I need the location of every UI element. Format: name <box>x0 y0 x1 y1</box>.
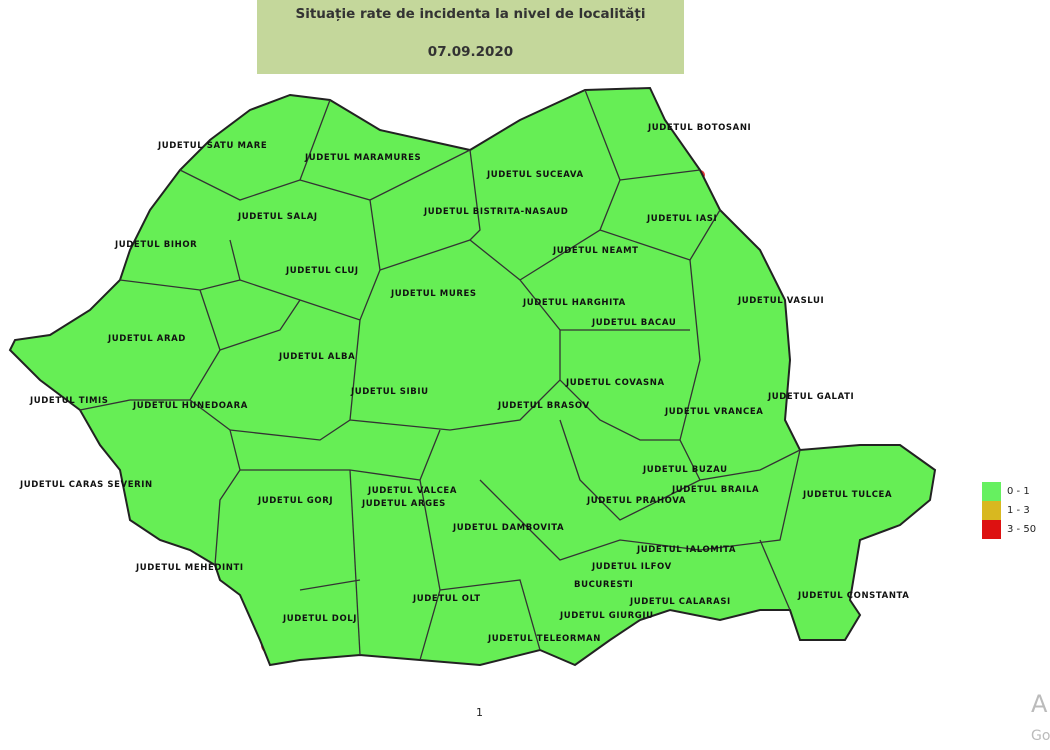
legend-swatch <box>982 482 1001 501</box>
county-label: JUDETUL VASLUI <box>738 296 825 306</box>
legend-item: 0 - 1 <box>982 482 1036 501</box>
county-label: JUDETUL VRANCEA <box>665 407 764 417</box>
legend-item: 1 - 3 <box>982 501 1036 520</box>
legend-item: 3 - 50 <box>982 520 1036 539</box>
watermark-line1: A <box>1031 690 1048 718</box>
county-label: JUDETUL BRASOV <box>498 401 590 411</box>
county-label: JUDETUL TIMIS <box>30 396 109 406</box>
county-label: JUDETUL TULCEA <box>803 490 893 500</box>
county-label: JUDETUL IASI <box>647 214 718 224</box>
country-outline <box>8 86 937 667</box>
watermark-line2: Go <box>1031 728 1050 744</box>
title-box: Situație rate de incidenta la nivel de l… <box>257 0 684 74</box>
county-label: JUDETUL SIBIU <box>351 387 429 397</box>
county-label: JUDETUL CARAS SEVERIN <box>20 480 153 490</box>
county-label: JUDETUL OLT <box>413 594 481 604</box>
county-label: JUDETUL MURES <box>391 289 477 299</box>
county-label: JUDETUL GIURGIU <box>560 611 654 621</box>
county-label: JUDETUL BISTRITA-NASAUD <box>424 207 569 217</box>
county-borders <box>79 89 801 661</box>
county-label: JUDETUL ALBA <box>279 352 356 362</box>
county-label: JUDETUL ILFOV <box>592 562 672 572</box>
county-label: JUDETUL CLUJ <box>286 266 359 276</box>
county-label: JUDETUL HUNEDOARA <box>133 401 248 411</box>
county-label: JUDETUL VALCEA <box>368 486 458 496</box>
county-label: JUDETUL MEHEDINTI <box>136 563 244 573</box>
county-label: JUDETUL COVASNA <box>566 378 665 388</box>
page-number: 1 <box>476 706 483 719</box>
county-label: JUDETUL SALAJ <box>238 212 318 222</box>
county-label: JUDETUL BRAILA <box>672 485 760 495</box>
legend-label: 1 - 3 <box>1007 505 1030 516</box>
county-label: JUDETUL BUZAU <box>643 465 728 475</box>
legend-swatch <box>982 520 1001 539</box>
county-label: JUDETUL GALATI <box>768 392 855 402</box>
map-date: 07.09.2020 <box>427 44 514 60</box>
county-label: JUDETUL CALARASI <box>630 597 731 607</box>
county-label: JUDETUL HARGHITA <box>523 298 626 308</box>
legend-label: 3 - 50 <box>1007 524 1037 535</box>
county-label: BUCURESTI <box>574 580 634 590</box>
county-label: JUDETUL CONSTANTA <box>798 591 910 601</box>
county-label: JUDETUL BOTOSANI <box>648 123 752 133</box>
county-label: JUDETUL GORJ <box>258 496 334 506</box>
legend: 0 - 1 1 - 3 3 - 50 <box>982 482 1036 539</box>
map-title: Situație rate de incidenta la nivel de l… <box>295 6 646 22</box>
county-label: JUDETUL NEAMT <box>553 246 639 256</box>
county-label: JUDETUL BACAU <box>592 318 677 328</box>
county-label: JUDETUL PRAHOVA <box>587 496 687 506</box>
county-label: JUDETUL DOLJ <box>283 614 358 624</box>
county-label: JUDETUL ARGES <box>362 499 446 509</box>
county-label: JUDETUL SUCEAVA <box>487 170 584 180</box>
legend-swatch <box>982 501 1001 520</box>
county-label: JUDETUL MARAMURES <box>305 153 422 163</box>
county-label: JUDETUL ARAD <box>108 334 186 344</box>
country-fill <box>10 88 935 665</box>
legend-label: 0 - 1 <box>1007 486 1030 497</box>
county-label: JUDETUL BIHOR <box>115 240 198 250</box>
county-label: JUDETUL DAMBOVITA <box>453 523 565 533</box>
county-label: JUDETUL TELEORMAN <box>488 634 601 644</box>
county-label: JUDETUL SATU MARE <box>158 141 268 151</box>
county-label: JUDETUL IALOMITA <box>637 545 737 555</box>
